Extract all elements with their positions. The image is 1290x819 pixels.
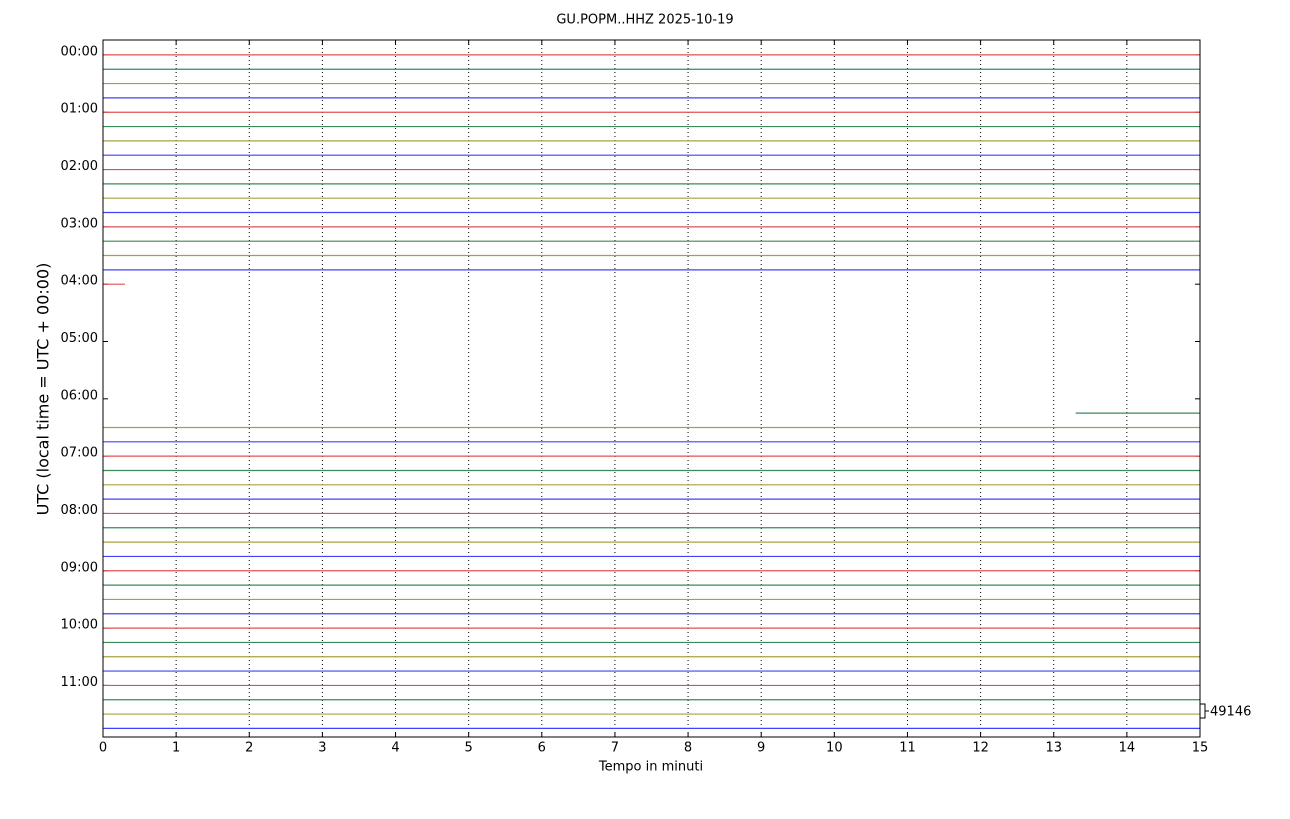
x-tick-label: 3 [318, 741, 326, 756]
x-tick-label: 10 [826, 741, 843, 756]
x-axis-label: Tempo in minuti [598, 760, 703, 775]
x-tick-label: 0 [99, 741, 107, 756]
x-tick-label: 11 [899, 741, 916, 756]
x-tick-label: 8 [684, 741, 692, 756]
y-tick-label: 02:00 [61, 159, 98, 174]
y-tick-label: 08:00 [61, 503, 98, 518]
scale-bracket [1200, 703, 1206, 719]
x-tick-label: 4 [391, 741, 399, 756]
x-tick-label: 12 [972, 741, 989, 756]
y-axis-label: UTC (local time = UTC + 00:00) [34, 263, 53, 516]
y-tick-label: 11:00 [61, 675, 98, 690]
y-tick-label: 04:00 [61, 274, 98, 289]
chart-title: GU.POPM..HHZ 2025-10-19 [556, 13, 733, 28]
x-tick-label: 5 [465, 741, 473, 756]
x-tick-label: 13 [1045, 741, 1062, 756]
x-tick-label: 2 [245, 741, 253, 756]
x-tick-label: 7 [611, 741, 619, 756]
x-tick-label: 6 [538, 741, 546, 756]
y-tick-label: 06:00 [61, 388, 98, 403]
x-tick-label: 9 [757, 741, 765, 756]
y-tick-label: 09:00 [61, 560, 98, 575]
x-tick-label: 15 [1192, 741, 1209, 756]
y-tick-label: 01:00 [61, 102, 98, 117]
x-tick-label: 14 [1119, 741, 1136, 756]
plot-frame [102, 39, 1201, 738]
y-tick-label: 07:00 [61, 446, 98, 461]
y-tick-label: 00:00 [61, 44, 98, 59]
scale-label: 49146 [1210, 705, 1251, 720]
y-tick-label: 03:00 [61, 216, 98, 231]
y-tick-label: 05:00 [61, 331, 98, 346]
y-tick-label: 10:00 [61, 618, 98, 633]
x-tick-label: 1 [172, 741, 180, 756]
